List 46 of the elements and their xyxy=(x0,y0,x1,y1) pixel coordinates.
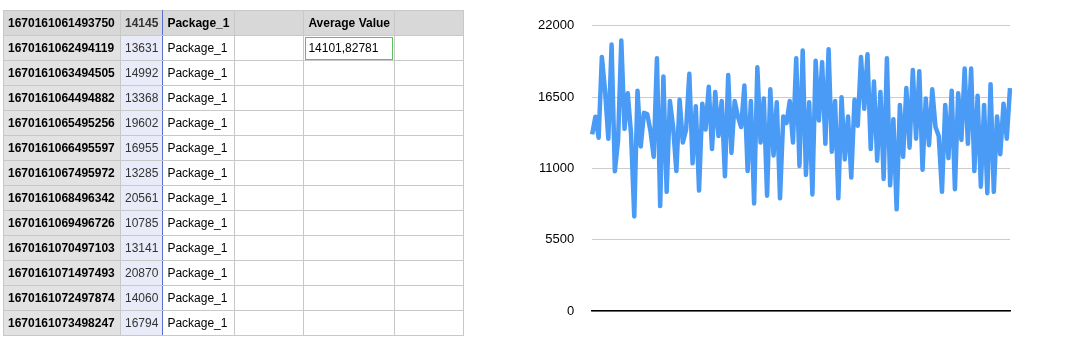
category-label: 1670161069496726 xyxy=(3,210,121,236)
category-label: Package_1 xyxy=(167,141,228,155)
category-label: 1670161065495256 xyxy=(3,110,121,136)
category-label: Package_1 xyxy=(167,241,228,255)
category-label: 1670161066495597 xyxy=(3,135,121,161)
data-label: 20870 xyxy=(120,260,163,286)
data-label: 16955 xyxy=(120,135,163,161)
category-label: 1670161073498247 xyxy=(3,310,121,336)
category-label: 1670161072497874 xyxy=(3,285,121,311)
category-label: 1670161067495972 xyxy=(3,160,121,186)
data-label: 13141 xyxy=(120,235,163,261)
data-label: 14992 xyxy=(120,60,163,86)
category-label: Package_1 xyxy=(167,116,228,130)
y-tick-label: 0 xyxy=(566,302,575,318)
category-label: Package_1 xyxy=(167,66,228,80)
category-label: 1670161064494882 xyxy=(3,85,121,111)
y-tick-label: 16500 xyxy=(537,88,575,104)
category-label: Package_1 xyxy=(167,91,228,105)
category-label: 1670161062494119 xyxy=(3,35,121,61)
text: Average Value xyxy=(303,10,395,36)
data-label: 14145 xyxy=(120,10,163,36)
data-label: 20561 xyxy=(120,185,163,211)
data-label: 13631 xyxy=(120,35,163,61)
category-label: 1670161068496342 xyxy=(3,185,121,211)
category-label: 1670161063494505 xyxy=(3,60,121,86)
y-tick-label: 5500 xyxy=(545,231,575,247)
category-label: Package_1 xyxy=(167,41,228,55)
y-tick-label: 11000 xyxy=(538,160,575,176)
category-label: Package_1 xyxy=(167,316,228,330)
data-label: 16794 xyxy=(120,310,163,336)
category-label: Package_1 xyxy=(167,166,228,180)
data-label: 14060 xyxy=(120,285,163,311)
category-label: Package_1 xyxy=(167,191,228,205)
data-label: 13285 xyxy=(120,160,163,186)
category-label: Package_1 xyxy=(167,216,228,230)
category-label: 1670161070497103 xyxy=(3,235,121,261)
text: 14101,82781 xyxy=(303,35,395,61)
data-label: 19602 xyxy=(120,110,163,136)
category-label: 1670161061493750 xyxy=(3,10,121,36)
category-label: Package_1 xyxy=(167,291,228,305)
y-tick-label: 22000 xyxy=(537,17,575,33)
category-label: 1670161071497493 xyxy=(3,260,121,286)
data-label: 13368 xyxy=(120,85,163,111)
category-label: Package_1 xyxy=(167,16,230,30)
data-label: 10785 xyxy=(120,210,163,236)
category-label: Package_1 xyxy=(167,266,228,280)
